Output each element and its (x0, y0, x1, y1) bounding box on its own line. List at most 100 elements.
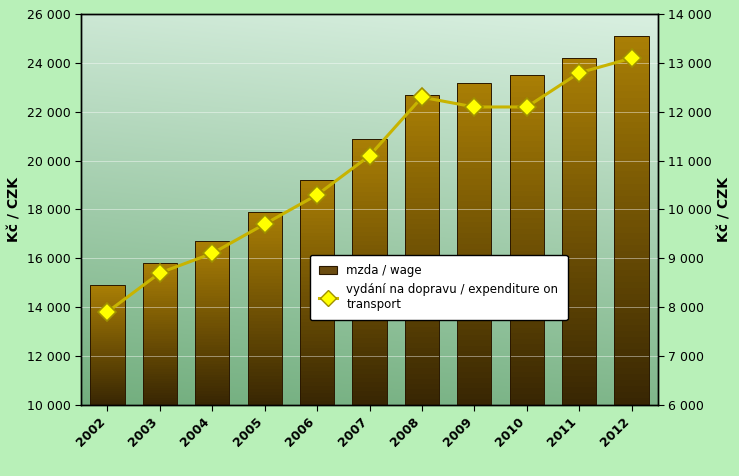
Bar (615, 337, 649, 343)
Bar (300, 221, 334, 225)
Bar (143, 388, 177, 390)
Y-axis label: Kč / CZK: Kč / CZK (718, 177, 732, 242)
Bar (457, 399, 491, 405)
Bar (405, 147, 439, 151)
Bar (457, 260, 491, 265)
Bar (457, 281, 491, 287)
Bar (615, 220, 649, 227)
Bar (510, 306, 544, 311)
Bar (562, 220, 596, 226)
Bar (405, 100, 439, 105)
Bar (195, 320, 229, 323)
Bar (353, 351, 386, 356)
Bar (405, 270, 439, 276)
Bar (143, 322, 177, 325)
Bar (300, 255, 334, 259)
Bar (457, 141, 491, 147)
Bar (248, 331, 282, 334)
Bar (457, 394, 491, 399)
Bar (405, 399, 439, 405)
Bar (143, 277, 177, 279)
Bar (143, 282, 177, 284)
Bar (353, 338, 386, 343)
Bar (457, 233, 491, 238)
Bar (562, 202, 596, 208)
Bar (143, 350, 177, 353)
Bar (405, 141, 439, 147)
Bar (510, 295, 544, 300)
Bar (405, 115, 439, 120)
Bar (615, 196, 649, 202)
Bar (510, 229, 544, 235)
Bar (457, 109, 491, 115)
Bar (300, 390, 334, 393)
Bar (90, 313, 124, 315)
Bar (90, 299, 124, 301)
Bar (195, 347, 229, 350)
Bar (615, 282, 649, 288)
Bar (457, 152, 491, 158)
Bar (195, 307, 229, 309)
Bar (510, 141, 544, 147)
Bar (405, 384, 439, 389)
Bar (143, 275, 177, 277)
Bar (405, 363, 439, 368)
Bar (143, 291, 177, 294)
Bar (300, 180, 334, 184)
Bar (195, 244, 229, 247)
Bar (300, 367, 334, 371)
Bar (90, 379, 124, 381)
Bar (143, 325, 177, 327)
Bar (615, 313, 649, 318)
Bar (90, 345, 124, 347)
Bar (353, 396, 386, 400)
Bar (143, 298, 177, 301)
Bar (562, 145, 596, 150)
Bar (143, 353, 177, 355)
Bar (615, 318, 649, 325)
Bar (562, 214, 596, 220)
Bar (405, 151, 439, 157)
Bar (510, 328, 544, 333)
Bar (195, 290, 229, 293)
Bar (248, 308, 282, 311)
Bar (143, 336, 177, 338)
Bar (300, 225, 334, 229)
Bar (353, 263, 386, 267)
Bar (457, 115, 491, 120)
Bar (143, 341, 177, 343)
Bar (615, 269, 649, 276)
Bar (562, 237, 596, 243)
Bar (510, 246, 544, 251)
Bar (248, 244, 282, 247)
Bar (195, 399, 229, 402)
Bar (615, 233, 649, 239)
Bar (405, 218, 439, 224)
Bar (615, 122, 649, 129)
Bar (405, 348, 439, 353)
Bar (248, 327, 282, 331)
Bar (405, 193, 439, 198)
Bar (510, 350, 544, 355)
Bar (353, 347, 386, 351)
Bar (300, 393, 334, 397)
Bar (195, 372, 229, 375)
Bar (615, 129, 649, 134)
Bar (248, 395, 282, 398)
Bar (510, 300, 544, 306)
Bar (300, 375, 334, 378)
Bar (510, 322, 544, 328)
Bar (90, 287, 124, 289)
Bar (510, 311, 544, 317)
Bar (405, 281, 439, 286)
Bar (143, 381, 177, 383)
Bar (510, 97, 544, 103)
Bar (143, 306, 177, 308)
Bar (90, 289, 124, 291)
Bar (195, 301, 229, 304)
Bar (353, 209, 386, 214)
Bar (195, 337, 229, 339)
Bar (562, 168, 596, 174)
Bar (615, 288, 649, 294)
Bar (615, 79, 649, 85)
